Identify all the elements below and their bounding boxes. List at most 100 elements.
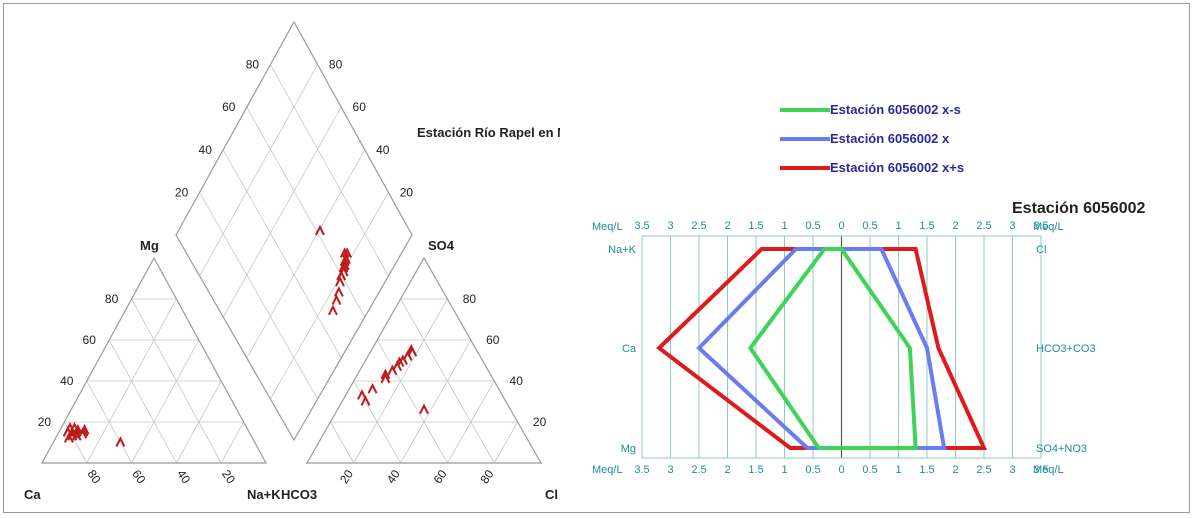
stiff-axes: 3.5 3.5 3 3 2.5 2.5 2 2 1.5 1.5 1 1 0.5 0.5 0 0 0.5 0.5 1 1…	[608, 220, 1095, 476]
grid-line	[400, 339, 472, 464]
stiff-tick-top: 0.5	[805, 220, 820, 232]
stiff-tick-top: 3	[1009, 220, 1015, 232]
grid-line	[330, 421, 355, 464]
stiff-tick-bottom: 2.5	[976, 464, 991, 476]
figure-frame	[3, 3, 1190, 513]
tick-label-ca: 40	[174, 467, 193, 486]
grid-line	[246, 107, 366, 318]
stiff-tick-top: 2.5	[976, 220, 991, 232]
stiff-ion-label-right: Cl	[1036, 244, 1046, 256]
diamond-point	[333, 286, 344, 297]
central-diamond	[175, 20, 413, 442]
stiff-ion-label-left: Na+K	[608, 244, 636, 256]
diamond-point	[342, 247, 352, 258]
tick-label-cl: 80	[477, 467, 496, 486]
grid-line	[493, 421, 518, 464]
diamond-point	[335, 275, 345, 287]
stiff-tick-bottom: 1	[781, 464, 787, 476]
stiff-tick-bottom: 2	[952, 464, 958, 476]
stiff-ion-label-right: SO4+NO3	[1036, 443, 1087, 455]
tick-label-diamond-left: 20	[175, 185, 189, 199]
grid-line	[199, 192, 318, 400]
tick-label-mg: 80	[105, 292, 119, 306]
anion-triangle	[305, 256, 543, 464]
stiff-title: Estación 6056002	[1012, 200, 1146, 217]
corner-label-na-k: Na+K	[247, 487, 281, 502]
anion-point	[380, 372, 391, 384]
tick-label-so4: 80	[463, 292, 477, 306]
grid-line	[270, 192, 389, 400]
tick-label-diamond-right: 20	[400, 185, 414, 199]
tick-label-diamond-right: 60	[353, 100, 367, 114]
cation-triangle	[40, 256, 268, 464]
tick-label-cl: 20	[337, 467, 356, 486]
diamond-point	[339, 247, 350, 258]
tick-label-diamond-right: 40	[376, 143, 390, 157]
stiff-diagram: Estación 6056002 x-s Estación 6056002 x …	[592, 102, 1146, 476]
stiff-tick-top: 1.5	[748, 220, 763, 232]
legend-label-xms: Estación 6056002 x-s	[830, 102, 961, 117]
piper-grid	[64, 64, 518, 464]
tick-label-diamond-right: 80	[329, 58, 343, 72]
tick-label-diamond-left: 40	[199, 143, 213, 157]
stiff-tick-top: 1	[895, 220, 901, 232]
stiff-series-0	[747, 247, 918, 450]
stiff-tick-top: 3	[667, 220, 673, 232]
anion-point	[387, 364, 398, 376]
piper-points	[62, 224, 429, 447]
unit-label-bottom-left: Meq/L	[592, 464, 623, 476]
stiff-tick-bottom: 2.5	[691, 464, 706, 476]
diamond-point	[331, 294, 342, 306]
anion-point	[380, 368, 391, 380]
stiff-tick-bottom: 0.5	[805, 464, 820, 476]
diamond-point	[339, 255, 350, 267]
anion-point	[402, 350, 413, 361]
cation-point	[72, 423, 83, 435]
stiff-ion-label-left: Mg	[621, 443, 636, 455]
stiff-tick-bottom: 0.5	[862, 464, 877, 476]
stiff-tick-bottom: 1.5	[919, 464, 934, 476]
unit-label-top-right: Meq/L	[1033, 221, 1064, 233]
stiff-tick-bottom: 3.5	[634, 464, 649, 476]
tick-label-diamond-left: 80	[246, 58, 260, 72]
grid-line	[220, 421, 244, 464]
stiff-tick-top: 3.5	[634, 220, 649, 232]
tick-label-mg: 20	[38, 415, 52, 429]
anion-point	[407, 346, 418, 357]
stiff-tick-bottom: 3.5	[1033, 464, 1048, 476]
tick-label-cl: 40	[384, 467, 403, 486]
stiff-tick-bottom: 1.5	[748, 464, 763, 476]
stiff-legend: Estación 6056002 x-s Estación 6056002 x …	[780, 102, 964, 175]
stiff-tick-top: 3.5	[1033, 220, 1048, 232]
grid-line	[86, 380, 132, 464]
tick-label-diamond-left: 60	[222, 100, 236, 114]
corner-label-ca: Ca	[24, 487, 41, 502]
tick-label-cl: 60	[431, 467, 450, 486]
grid-line	[376, 339, 448, 464]
stiff-tick-top: 2.5	[691, 220, 706, 232]
cation-point	[63, 432, 74, 443]
stiff-tick-top: 1	[781, 220, 787, 232]
piper-outline	[40, 20, 543, 464]
stiff-tick-bottom: 0	[838, 464, 844, 476]
stiff-tick-top: 2	[724, 220, 730, 232]
stiff-series-1	[696, 247, 947, 450]
grid-line	[222, 107, 342, 318]
stiff-tick-bottom: 3	[667, 464, 673, 476]
unit-label-bottom-right: Meq/L	[1033, 464, 1064, 476]
tick-label-mg: 60	[83, 333, 97, 347]
tick-label-ca: 80	[85, 467, 104, 486]
grid-line	[447, 380, 495, 464]
anion-point	[367, 382, 378, 394]
tick-label-so4: 40	[510, 374, 524, 388]
unit-label-top-left: Meq/L	[592, 221, 623, 233]
stiff-series-2	[656, 247, 988, 450]
stiff-tick-top: 2	[952, 220, 958, 232]
diamond-point	[328, 304, 338, 316]
tick-label-so4: 20	[533, 415, 547, 429]
stiff-tick-top: 1.5	[919, 220, 934, 232]
grid-line	[131, 339, 200, 464]
diamond-point	[338, 261, 349, 273]
legend-label-x: Estación 6056002 x	[830, 131, 950, 146]
grid-line	[270, 64, 389, 277]
